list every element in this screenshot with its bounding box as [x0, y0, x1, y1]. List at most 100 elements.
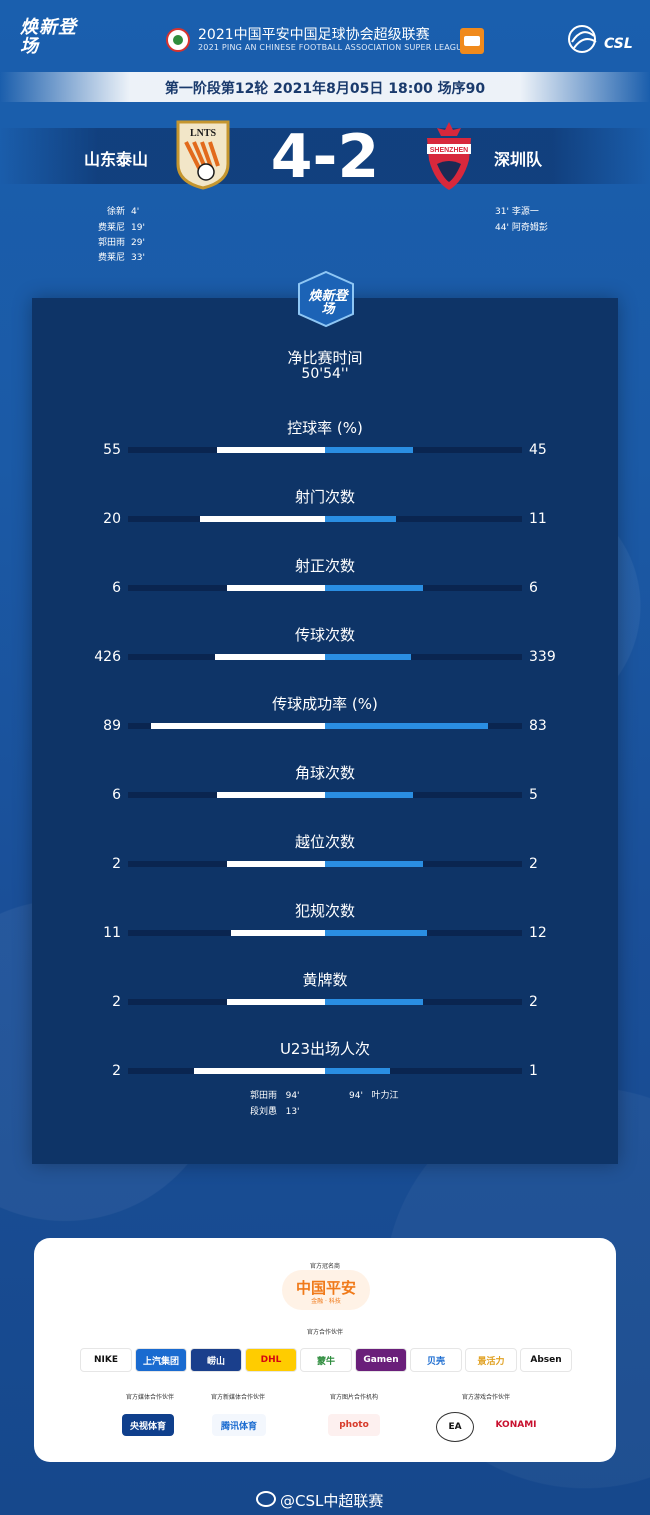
konami-logo: KONAMI [490, 1414, 542, 1436]
score-band [0, 128, 650, 184]
partner-logo: 上汽集团 [135, 1348, 187, 1372]
net-time-title: 净比赛时间 [287, 349, 363, 367]
shenzhen-crest-icon: SHENZHEN [427, 122, 471, 190]
stat-away-value: 6 [529, 580, 538, 596]
tencent-sports-logo: 腾讯体育 [212, 1414, 266, 1436]
home-team-name: 山东泰山 [84, 150, 149, 169]
stat-home-value: 6 [112, 580, 121, 596]
title-sponsor-sub: 金融 · 科技 [311, 1298, 341, 1305]
home-goal-3: 郭田雨 29' [0, 235, 155, 248]
goal-player: 郭田雨 [97, 238, 125, 248]
stat-label: 角球次数 [294, 764, 355, 782]
stat-bar-home [194, 1068, 325, 1074]
goal-player: 费莱尼 [97, 223, 125, 233]
match-score: 4-2 [270, 122, 380, 192]
stat-home-value: 6 [112, 787, 121, 803]
home-goal-2: 费莱尼 19' [0, 220, 155, 233]
stat-bar-home [227, 585, 325, 591]
partners-heading: 官方合作伙伴 [306, 1329, 343, 1336]
u23-player: 叶力江 [371, 1091, 399, 1101]
cctv-sports-logo: 央视体育 [122, 1414, 174, 1436]
goal-player: 阿奇姆彭 [511, 223, 548, 233]
partner-logo: DHL [245, 1348, 297, 1372]
goal-minute: 44' [495, 223, 509, 233]
media-heading: 官方媒体合作伙伴 [125, 1394, 174, 1401]
partner-logo: 贝壳 [410, 1348, 462, 1372]
stat-away-value: 12 [529, 925, 547, 941]
stat-label: 越位次数 [294, 833, 355, 851]
goal-minute: 29' [131, 238, 145, 248]
photo-heading: 官方图片合作机构 [329, 1394, 378, 1401]
stat-away-value: 5 [529, 787, 538, 803]
stat-bar-home [227, 999, 325, 1005]
panel-badge-text: 焕新登场 [308, 289, 348, 317]
u23-player: 段刘愚 [250, 1107, 278, 1117]
partner-logo: Absen [520, 1348, 572, 1372]
footer-handle: @CSL中超联赛 [280, 1492, 384, 1510]
stat-label: 射正次数 [294, 557, 355, 575]
u23-player: 郭田雨 [250, 1091, 278, 1101]
stat-bar-home [215, 654, 325, 660]
stat-home-value: 55 [103, 442, 121, 458]
stat-away-value: 2 [529, 994, 538, 1010]
stat-home-value: 20 [103, 511, 121, 527]
partner-logo: 蒙牛 [300, 1348, 352, 1372]
csl-logo-text: CSL [604, 36, 633, 52]
stat-away-value: 83 [529, 718, 547, 734]
goal-minute: 31' [495, 207, 509, 217]
stat-away-value: 339 [529, 649, 556, 665]
stat-bar-away [325, 930, 427, 936]
stat-bar-home [231, 930, 325, 936]
u23-minute: 13' [285, 1107, 300, 1117]
stat-label: 犯规次数 [294, 902, 355, 920]
stat-home-value: 426 [94, 649, 121, 665]
u23-minute: 94' [285, 1091, 300, 1101]
ping-an-badge-icon [460, 28, 484, 54]
stat-bar-away [325, 723, 488, 729]
goal-minute: 33' [131, 253, 145, 263]
goal-player: 费莱尼 [97, 253, 125, 263]
u23-away-1: 94' 叶力江 [349, 1088, 399, 1101]
shandong-taishan-crest-icon: LNTS [176, 120, 230, 190]
stat-bar-away [325, 585, 423, 591]
stat-label: 传球次数 [294, 626, 355, 644]
panel-badge-icon [298, 270, 354, 328]
league-subtitle: 2021 PING AN CHINESE FOOTBALL ASSOCIATIO… [198, 43, 468, 52]
away-goal-1: 31' 李源一 [495, 204, 539, 217]
cfa-badge-icon [166, 28, 190, 52]
stat-bar-away [325, 516, 396, 522]
stat-away-value: 1 [529, 1063, 538, 1079]
away-team-name: 深圳队 [494, 150, 543, 169]
stat-bar-away [325, 861, 423, 867]
stat-label: 射门次数 [294, 488, 355, 506]
stat-label: 控球率 (%) [287, 419, 363, 437]
partner-logo: Gamen [355, 1348, 407, 1372]
csl-logo [568, 25, 597, 53]
stat-away-value: 45 [529, 442, 547, 458]
stat-bar-away [325, 447, 413, 453]
stat-bar-home [200, 516, 325, 522]
games-heading: 官方游戏合作伙伴 [461, 1394, 510, 1401]
brand-logo: 焕新登场 [20, 17, 77, 57]
stat-bar-away [325, 999, 423, 1005]
stat-away-value: 11 [529, 511, 547, 527]
stat-home-value: 89 [103, 718, 121, 734]
u23-minute: 94' [349, 1091, 363, 1101]
net-time-value: 50'54'' [301, 366, 349, 382]
stat-home-value: 2 [112, 994, 121, 1010]
goal-player: 李源一 [511, 207, 539, 217]
stat-bar-home [151, 723, 325, 729]
new-media-heading: 官方新媒体合作伙伴 [210, 1394, 265, 1401]
partner-logo: 崂山 [190, 1348, 242, 1372]
home-crest-text: LNTS [190, 128, 217, 139]
stats-panel [32, 298, 618, 1164]
ea-logo: EA [436, 1412, 474, 1442]
match-info: 第一阶段第12轮 2021年8月05日 18:00 场序90 [164, 81, 486, 97]
u23-home-2: 段刘愚 13' [250, 1104, 300, 1117]
goal-minute: 19' [131, 223, 145, 233]
stat-label: 传球成功率 (%) [272, 695, 378, 713]
away-goal-2: 44' 阿奇姆彭 [495, 220, 548, 233]
photo-partner-logo: photo [328, 1414, 380, 1436]
goal-player: 徐新 [106, 207, 125, 217]
home-goal-4: 费莱尼 33' [0, 250, 155, 263]
